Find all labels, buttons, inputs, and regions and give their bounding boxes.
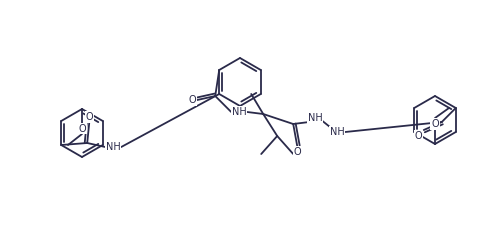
Text: O: O: [189, 95, 196, 105]
Text: NH: NH: [330, 127, 345, 137]
Text: NH: NH: [308, 113, 323, 123]
Text: O: O: [294, 147, 301, 157]
Text: O: O: [78, 123, 86, 134]
Text: NH: NH: [232, 107, 247, 117]
Text: O: O: [415, 131, 423, 141]
Text: NH: NH: [106, 142, 121, 152]
Text: O: O: [86, 112, 93, 122]
Text: O: O: [431, 119, 439, 129]
